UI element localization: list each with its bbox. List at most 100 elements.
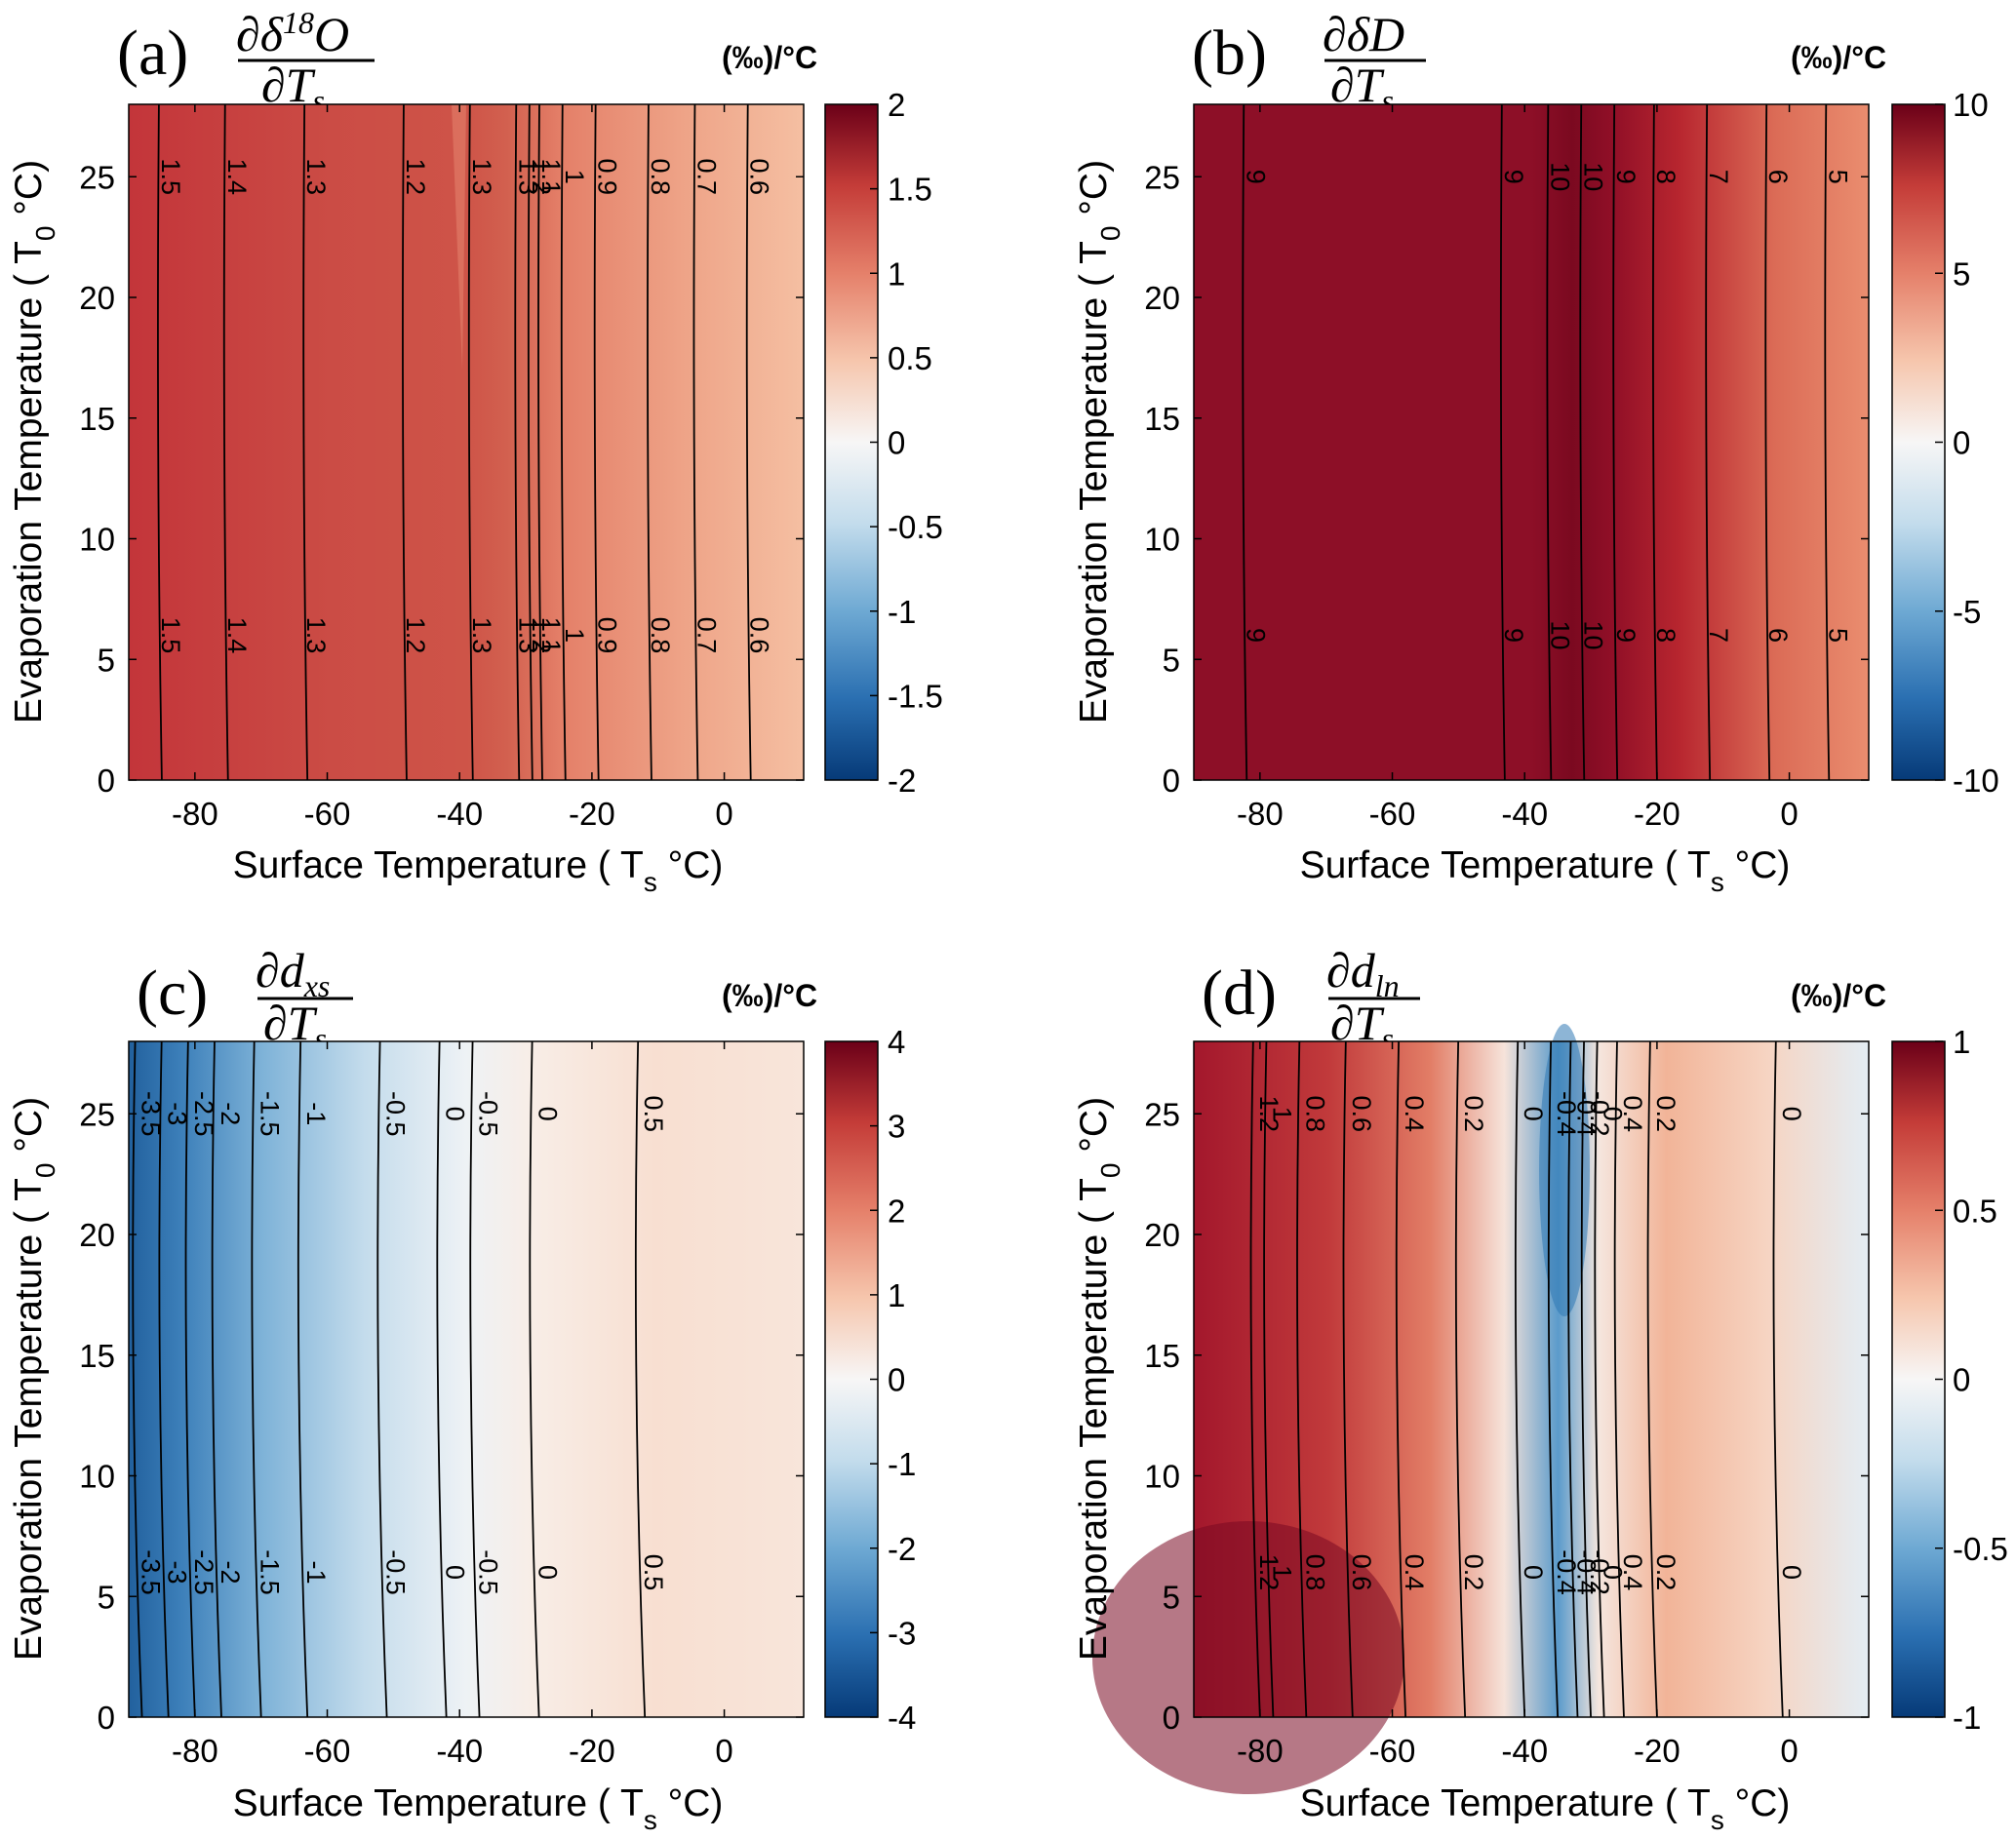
contour-label: 1.3: [513, 158, 542, 195]
contour-line: [527, 103, 534, 781]
contour-line: [376, 1040, 388, 1718]
x-ticks-b: -80 -60 -40 -20 0: [1237, 104, 1799, 832]
contour-label: 7: [1704, 628, 1733, 643]
contour-label: 1.3: [513, 617, 542, 654]
colorbar-ticks-a: -2 -1.5 -1 -0.5 0 0.5 1 1.5 2: [870, 87, 943, 799]
contour-line: [1646, 1040, 1658, 1718]
contour-label: 0.5: [639, 1095, 668, 1132]
y-axis-label-b: Evaporation Temperature ( T0 °C): [1073, 160, 1126, 724]
x-tick-label: -80: [1237, 1733, 1284, 1769]
contour-label: 7: [1704, 170, 1733, 184]
contour-label: -0.4: [1552, 1549, 1581, 1595]
contour-label: -0.2: [1585, 1549, 1614, 1595]
contour-label: 0.6: [745, 617, 774, 654]
contour-line: [1567, 1040, 1579, 1718]
contour-label: -0.4: [1552, 1091, 1581, 1137]
y-tick-label: 0: [1163, 763, 1180, 799]
units-label-b: (‰)/°C: [1791, 40, 1886, 75]
contour-label: 0.4: [1618, 1095, 1647, 1132]
colorbar-tick-label: 0: [888, 1362, 905, 1398]
contour-label: -3: [163, 1560, 192, 1584]
contour-label: 0: [1519, 1107, 1548, 1121]
x-tick-label: -40: [436, 796, 483, 832]
colorbar-tick-label: -3: [888, 1615, 916, 1651]
x-tick-label: 0: [715, 1733, 732, 1769]
contour-label: -0.5: [381, 1549, 411, 1595]
contour-label: 0: [441, 1107, 470, 1121]
contour-label: 0.2: [1651, 1554, 1680, 1591]
contour-label: -1.5: [256, 1091, 285, 1137]
contour-label: 0: [534, 1565, 563, 1580]
x-tick-label: -40: [1501, 796, 1548, 832]
contour-label: 0.8: [646, 158, 675, 195]
contour-line: [514, 103, 521, 781]
contour-label: 0.9: [593, 158, 622, 195]
contour-line: [1580, 1040, 1592, 1718]
x-ticks-a: -80 -60 -40 -20 0: [172, 104, 733, 832]
contour-line: [1705, 103, 1712, 781]
contour-label: 1.2: [1254, 1554, 1284, 1591]
colorbar-tick-label: 1: [888, 1277, 905, 1313]
x-ticks-c: -80 -60 -40 -20 0: [172, 1041, 733, 1769]
contour-label: -0.4: [1571, 1549, 1601, 1595]
x-axis-label-c: Surface Temperature ( Ts °C): [233, 1782, 724, 1835]
contour-label: 9: [1499, 170, 1528, 184]
contour-label: 0: [1599, 1565, 1628, 1580]
x-tick-label: -60: [304, 796, 351, 832]
contour-label: 8: [1651, 170, 1680, 184]
field-coldspot-d: [1539, 1024, 1590, 1316]
y-tick-label: 25: [79, 1096, 115, 1132]
contours-d: [1249, 1040, 1784, 1718]
contour-line: [1613, 1040, 1625, 1718]
contour-label: -2.5: [189, 1549, 218, 1595]
contour-line: [184, 1040, 196, 1718]
contour-label: 1: [560, 628, 589, 643]
contour-line: [211, 1040, 222, 1718]
x-tick-label: -20: [569, 796, 615, 832]
x-axis-label-a: Surface Temperature ( Ts °C): [233, 844, 724, 897]
contour-label: 10: [1545, 620, 1574, 649]
colorbar-tick-label: 2: [888, 1193, 905, 1229]
contour-label: 0.9: [593, 617, 622, 654]
contour-label: -2: [216, 1560, 245, 1584]
contour-label: 5: [1823, 170, 1852, 184]
y-tick-label: 10: [1144, 1459, 1180, 1495]
colorbar-tick-label: 0: [1953, 1362, 1970, 1398]
contour-label: 0.7: [692, 617, 721, 654]
x-tick-label: -80: [1237, 796, 1284, 832]
panel-letter-a: (a): [117, 18, 188, 89]
contour-line: [1395, 1040, 1406, 1718]
contour-labels-a: 1.51.51.41.41.31.31.21.21.31.31.31.31.21…: [156, 158, 774, 654]
contour-line: [593, 103, 600, 781]
x-tick-label: -40: [1501, 1733, 1548, 1769]
contour-label: 10: [1545, 162, 1574, 191]
contour-label: 1.3: [467, 158, 496, 195]
colorbar-tick-label: -1: [888, 1446, 916, 1482]
colorbar-a: [824, 103, 879, 781]
contour-label: 0.8: [1300, 1095, 1329, 1132]
y-tick-label: 15: [1144, 401, 1180, 437]
heatmap-field-c: [129, 1041, 804, 1717]
contour-line: [529, 1040, 540, 1718]
contour-line: [402, 103, 408, 781]
contour-label: 1.2: [401, 617, 430, 654]
contour-label: 6: [1763, 170, 1793, 184]
colorbar-tick-label: -4: [888, 1700, 916, 1736]
contour-label: 0: [534, 1107, 563, 1121]
contour-label: 1: [560, 170, 589, 184]
contour-label: -0.5: [474, 1549, 503, 1595]
x-tick-label: -80: [172, 1733, 218, 1769]
colorbar-tick-label: 10: [1953, 87, 1989, 123]
contours-c: [132, 1040, 647, 1718]
contour-label: 1.2: [527, 617, 556, 654]
contour-label: 0.6: [1347, 1095, 1376, 1132]
contour-labels-d: 1.21.2110.80.80.60.60.40.40.20.200-0.4-0…: [1254, 1091, 1806, 1595]
contour-line: [157, 103, 163, 781]
y-tick-label: 25: [1144, 159, 1180, 195]
contour-label: -3: [163, 1102, 192, 1125]
heatmap-field-a: [129, 104, 804, 780]
x-tick-label: -20: [1634, 796, 1680, 832]
panel-d: (d) ∂dln ∂Ts (‰)/°C 1.21.2110.80.80.60.6…: [1073, 943, 2008, 1835]
colorbar-tick-label: 5: [1953, 255, 1970, 292]
